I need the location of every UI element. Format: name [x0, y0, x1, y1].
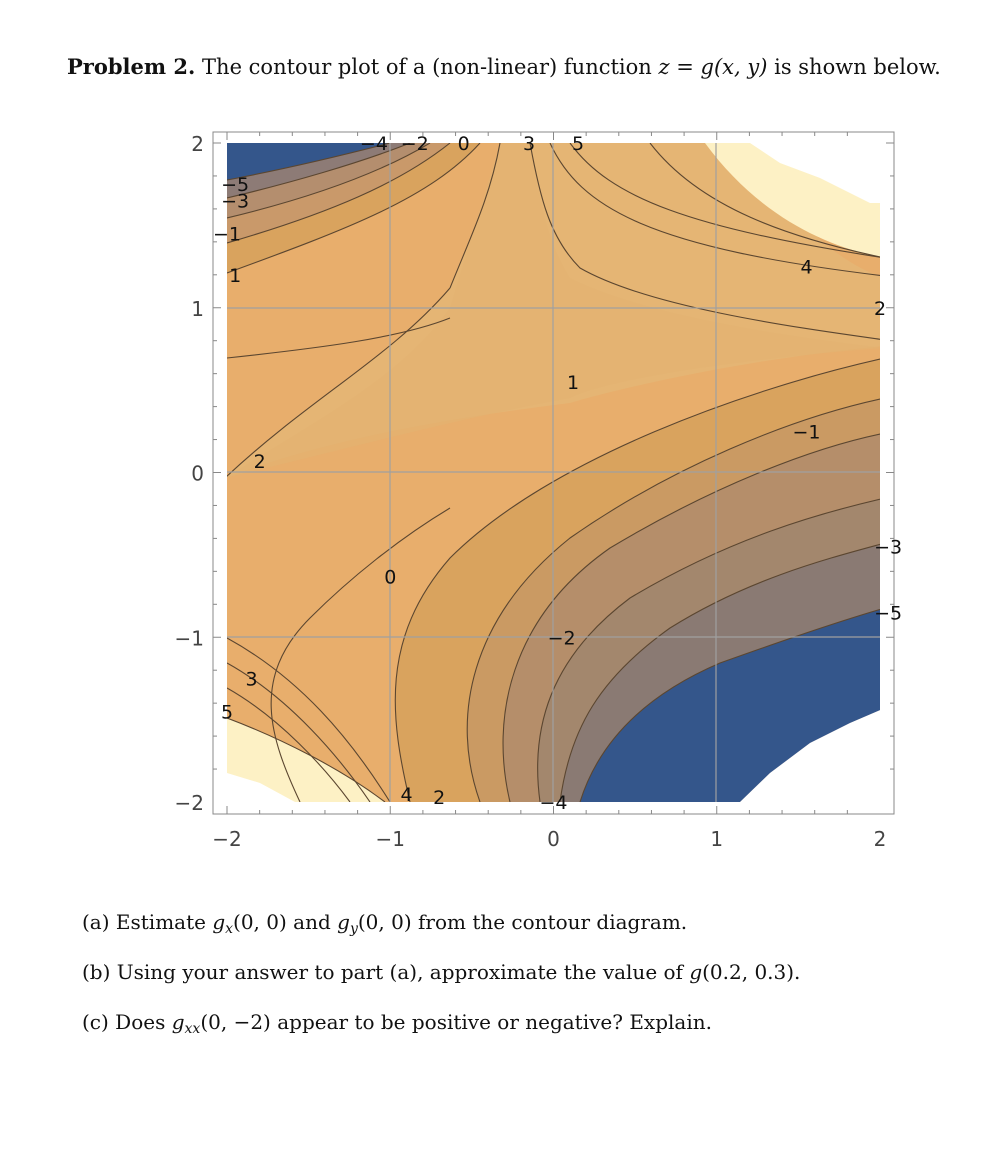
- contour-label: 0: [458, 133, 470, 155]
- question-a-func-1: g: [212, 910, 226, 934]
- question-c-func: g: [171, 1010, 185, 1034]
- question-c-sub: xx: [184, 1021, 201, 1037]
- gridlines: [227, 143, 880, 802]
- question-a-text-1: Estimate: [115, 910, 206, 934]
- problem-equation: z = g(x, y): [658, 55, 768, 79]
- problem-text-after: is shown below.: [774, 55, 941, 79]
- question-b-label: (b): [82, 960, 111, 984]
- x-tick-label: 2: [874, 827, 887, 851]
- contour-label: 0: [384, 566, 396, 588]
- y-tick-labels: 2 1 0 −1 −2: [175, 132, 204, 815]
- question-a-sub-2: y: [349, 921, 358, 937]
- contour-label: 4: [800, 257, 812, 279]
- contour-label: −4: [539, 792, 567, 814]
- y-tick-label: −2: [175, 791, 204, 815]
- question-b: (b) Using your answer to part (a), appro…: [82, 957, 962, 987]
- x-tick-label: −2: [212, 827, 241, 851]
- question-b-text-1: Using your answer to part (a), approxima…: [116, 960, 683, 984]
- y-tick-label: −1: [175, 626, 204, 650]
- contour-label: 5: [572, 133, 584, 155]
- question-c-label: (c): [82, 1010, 109, 1034]
- question-a: (a) Estimate gx(0, 0) and gy(0, 0) from …: [82, 907, 962, 944]
- question-a-func-2: g: [337, 910, 350, 934]
- x-tick-label: 1: [710, 827, 723, 851]
- contour-label: −2: [401, 133, 429, 155]
- contour-label: 1: [229, 265, 241, 287]
- problem-label: Problem 2.: [67, 54, 196, 79]
- problem-text-before: The contour plot of a (non-linear) funct…: [202, 55, 652, 79]
- contour-label: 1: [567, 372, 579, 394]
- question-c: (c) Does gxx(0, −2) appear to be positiv…: [82, 1007, 962, 1044]
- question-c-text-2: (0, −2) appear to be positive or negativ…: [200, 1010, 712, 1034]
- contour-label: 2: [433, 787, 445, 809]
- contour-label: −1: [213, 224, 241, 246]
- contour-label: 4: [401, 784, 413, 806]
- contour-label: 3: [245, 668, 257, 690]
- x-tick-label: 0: [547, 827, 560, 851]
- contour-label: −3: [221, 191, 249, 213]
- contour-label: −5: [874, 603, 902, 625]
- contour-label: −1: [793, 421, 821, 443]
- contour-label: 3: [523, 133, 535, 155]
- contour-label: −3: [874, 537, 902, 559]
- contour-label: −4: [360, 133, 388, 155]
- contour-label: −2: [548, 627, 576, 649]
- axis-ticks: [213, 132, 894, 814]
- problem-heading: Problem 2. The contour plot of a (non-li…: [67, 50, 967, 84]
- x-tick-labels: −2 −1 0 1 2: [212, 827, 886, 851]
- contour-label: 2: [254, 451, 266, 473]
- y-tick-label: 1: [191, 297, 204, 321]
- question-c-text-1: Does: [115, 1010, 166, 1034]
- question-a-text-3: (0, 0) from the contour diagram.: [357, 910, 688, 934]
- question-b-func: g: [689, 960, 703, 984]
- contour-label: 5: [221, 701, 233, 723]
- contour-lines: [227, 143, 880, 802]
- question-a-sub-1: x: [225, 921, 234, 937]
- question-a-label: (a): [82, 910, 110, 934]
- question-b-text-2: (0.2, 0.3).: [702, 960, 801, 984]
- contour-plot: −2 −1 0 1 2 210−1−2 −4 −2 0 3 5−5−3−11 421−12−30−…: [175, 131, 902, 851]
- contour-label: −5: [221, 174, 249, 196]
- contour-label: 2: [874, 298, 886, 320]
- x-tick-label: −1: [376, 827, 405, 851]
- y-tick-label: 2: [191, 132, 204, 156]
- y-tick-label: 0: [191, 462, 204, 486]
- question-a-text-2: (0, 0) and: [233, 910, 331, 934]
